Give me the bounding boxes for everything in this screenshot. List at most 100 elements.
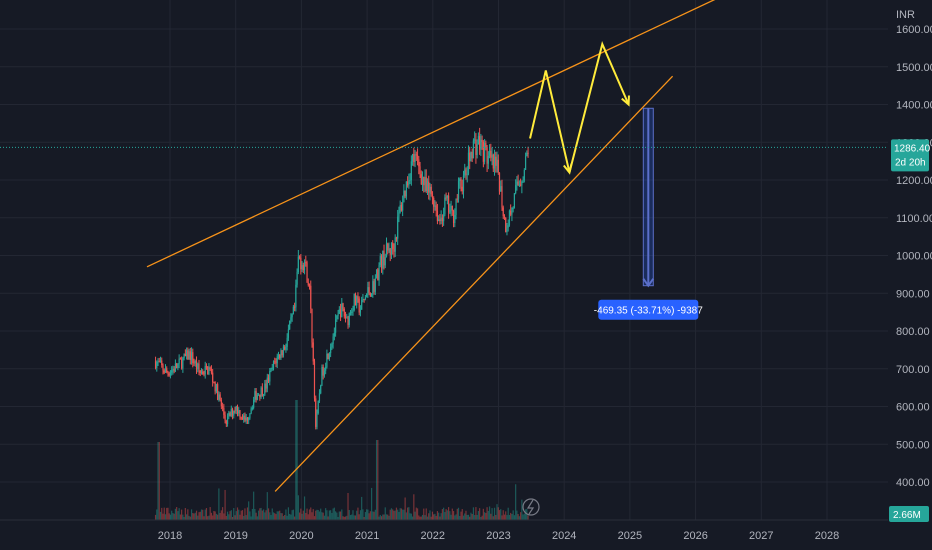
candle-body: [520, 184, 522, 186]
volume-bar: [229, 511, 231, 520]
candle-body: [233, 410, 235, 416]
candle-body: [388, 248, 390, 251]
candle-body: [208, 367, 210, 375]
candle-body: [405, 181, 407, 197]
volume-bar: [352, 510, 354, 520]
price-tick-label: 500.00: [896, 439, 930, 451]
price-tick-label: 1000.00: [896, 251, 932, 263]
volume-bar: [156, 509, 158, 520]
trendline-lower[interactable]: [274, 75, 674, 492]
trendline-upper[interactable]: [146, 0, 893, 268]
candle-body: [167, 372, 169, 374]
volume-bar: [193, 513, 195, 520]
candle-body: [194, 361, 196, 364]
volume-bar: [362, 509, 364, 520]
candle-body: [316, 413, 318, 427]
candle-body: [500, 186, 502, 192]
volume-bar: [518, 516, 520, 520]
candle-body: [264, 383, 266, 395]
candle-body: [254, 391, 256, 400]
candle-body: [274, 361, 276, 363]
volume-bar: [267, 508, 270, 520]
candle-body: [327, 353, 329, 360]
candle-body: [524, 156, 527, 170]
candle-body: [390, 242, 393, 255]
volume-bar: [197, 515, 199, 520]
candle-body: [332, 336, 334, 344]
time-tick-label: 2025: [618, 530, 642, 542]
candle-body: [373, 281, 375, 292]
volume-bar: [462, 515, 465, 520]
volume-bar: [385, 514, 388, 520]
candle-body: [238, 410, 240, 414]
candle-body: [188, 351, 190, 360]
candle-body: [481, 139, 483, 142]
volume-bar: [349, 515, 352, 520]
candle-body: [356, 296, 358, 306]
volume-bar: [178, 508, 180, 520]
event-marker-icon[interactable]: [522, 498, 540, 516]
candle-body: [490, 150, 492, 158]
candle-body: [234, 410, 236, 412]
candle-body: [265, 383, 267, 389]
last-price-value: 1286.40: [894, 143, 931, 154]
volume-bar: [439, 516, 441, 520]
candle-body: [225, 420, 227, 424]
volume-bar: [312, 509, 314, 520]
candle-body: [506, 227, 508, 233]
volume-bar: [444, 512, 446, 520]
currency-label: INR: [896, 9, 915, 21]
volume-bar: [443, 507, 445, 520]
candle-body: [511, 207, 513, 215]
candle-body: [410, 161, 412, 181]
volume-bar: [158, 442, 160, 520]
candle-body: [286, 337, 288, 347]
volume-bar: [413, 494, 415, 520]
volume-bar: [522, 514, 524, 520]
candle-body: [221, 406, 224, 408]
volume-bar: [515, 484, 517, 520]
volume-bar: [163, 507, 165, 520]
volume-bar: [167, 507, 169, 520]
candle-body: [182, 357, 184, 369]
measure-tool[interactable]: -469.35 (-33.71%) -9387: [594, 107, 703, 320]
candle-body: [441, 217, 443, 222]
volume-bar: [361, 496, 363, 520]
candle-body: [193, 363, 195, 365]
candle-body: [358, 298, 360, 313]
candle-body: [231, 408, 234, 416]
candle-body: [333, 332, 335, 337]
volume-bar: [421, 514, 424, 520]
candle-body: [379, 256, 381, 266]
volume-bar: [166, 507, 168, 520]
candle-body: [418, 159, 420, 167]
candle-body: [430, 186, 432, 195]
candle-body: [305, 262, 307, 264]
candle-body: [357, 296, 359, 299]
volume-bar: [477, 511, 479, 520]
volume-bar: [351, 514, 353, 520]
volume-bar: [327, 516, 329, 520]
candle-body: [313, 361, 316, 399]
volume-bar: [466, 514, 468, 520]
candle-body: [464, 169, 466, 176]
candle-body: [235, 405, 237, 411]
candle-body: [331, 343, 333, 348]
candle-body: [277, 354, 280, 357]
volume-bar: [507, 507, 509, 520]
candle-body: [415, 154, 417, 156]
candle-body: [408, 180, 410, 186]
candle-body: [289, 320, 291, 330]
volume-bar: [154, 514, 157, 520]
candle-body: [317, 401, 319, 414]
price-axis[interactable]: INR 400.00 500.00 600.00 700.00 800.00 900.00 1…: [888, 0, 932, 550]
volume-bar: [419, 516, 421, 520]
last-price-tag: [891, 139, 929, 172]
candle-body: [479, 136, 481, 150]
volume-bar: [418, 515, 420, 520]
candle-body: [291, 314, 293, 318]
time-axis[interactable]: 2018 2019 2020 2021 2022 2023 2024 2025 2026 2027…: [0, 519, 888, 550]
candle-body: [239, 410, 241, 418]
candle-body: [259, 394, 261, 398]
